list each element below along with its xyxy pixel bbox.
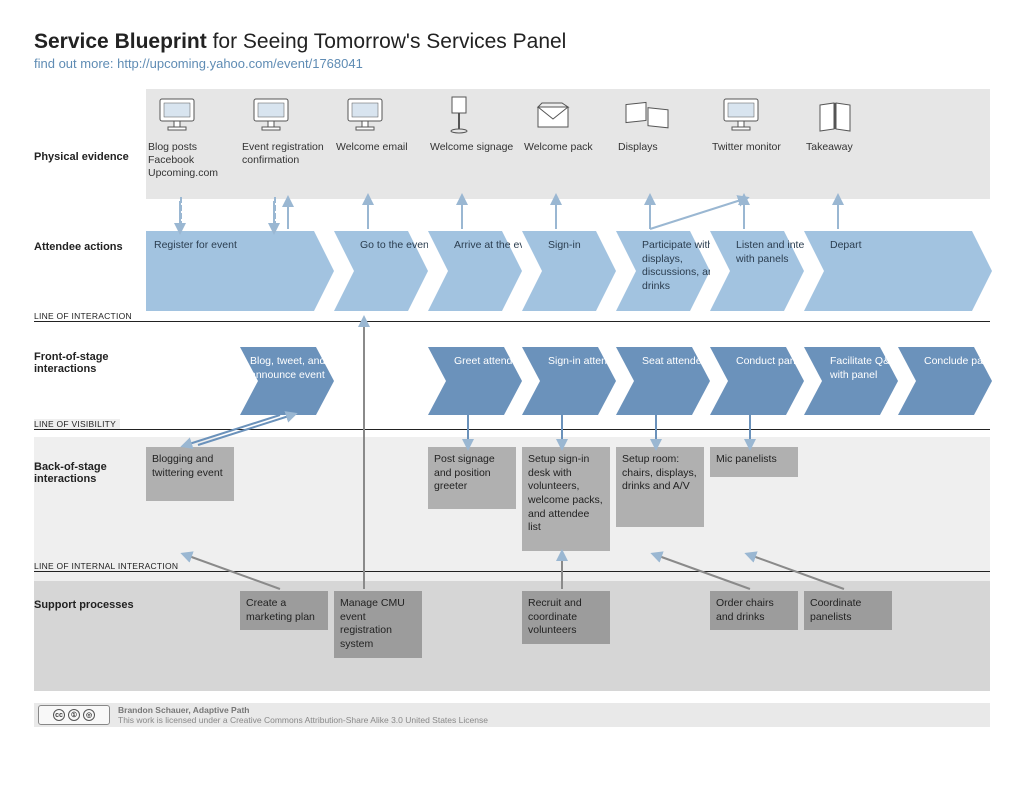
subtitle-link[interactable]: find out more: http://upcoming.yahoo.com… (34, 56, 990, 71)
connector-diag (652, 551, 754, 593)
connector-diag (464, 411, 472, 449)
evidence-5: Displays (616, 95, 710, 195)
evidence-label: Displays (616, 141, 710, 154)
sign-icon (434, 95, 484, 135)
back-box-4: Setup sign-in desk with volunteers, welc… (522, 447, 610, 551)
connector-diag (284, 197, 292, 233)
evidence-0: Blog postsFacebookUpcoming.com (146, 95, 240, 195)
attendee-step-label: Depart (826, 239, 918, 253)
connector-diag (360, 317, 368, 593)
back-box-0: Blogging and twittering event (146, 447, 234, 501)
connector-diag (652, 411, 660, 449)
evidence-3: Welcome signage (428, 95, 522, 195)
connector-diag (364, 195, 372, 233)
connector-diag (746, 411, 754, 449)
evidence-label: Event registration confirmation (240, 141, 334, 167)
attendee-step-label: Register for event (150, 239, 242, 253)
sep-visibility-label: LINE OF VISIBILITY (34, 419, 120, 429)
sep-interaction-label: LINE OF INTERACTION (34, 311, 136, 321)
connector-diag (646, 195, 748, 233)
monitor-icon (340, 95, 390, 135)
support-box-2: Manage CMU event registration system (334, 591, 422, 658)
evidence-label: Blog postsFacebookUpcoming.com (146, 141, 240, 180)
evidence-label: Welcome email (334, 141, 428, 154)
columns-container: Blog postsFacebookUpcoming.com Event reg… (146, 89, 990, 729)
connector-diag (182, 551, 284, 593)
blueprint-diagram: Physical evidence Attendee actions Front… (34, 89, 990, 729)
envelope-icon (528, 95, 578, 135)
connector-diag (194, 411, 296, 449)
back-box-6: Mic panelists (710, 447, 798, 477)
footer-license: This work is licensed under a Creative C… (118, 715, 488, 725)
evidence-label: Welcome signage (428, 141, 522, 154)
support-box-1: Create a marketing plan (240, 591, 328, 630)
front-step-label: Blog, tweet, and announce event (244, 355, 332, 382)
evidence-label: Welcome pack (522, 141, 616, 154)
connector-diag (458, 195, 466, 233)
evidence-label: Twitter monitor (710, 141, 804, 154)
connector-diag (746, 551, 848, 593)
monitor-icon (246, 95, 296, 135)
evidence-7: Takeaway (804, 95, 898, 195)
evidence-6: Twitter monitor (710, 95, 804, 195)
footer: cc①◎ Brandon Schauer, Adaptive Path This… (34, 703, 990, 727)
evidence-1: Event registration confirmation (240, 95, 334, 195)
footer-author: Brandon Schauer, Adaptive Path (118, 705, 249, 715)
lane-label-back: Back-of-stage interactions (34, 461, 140, 485)
page-title: Service Blueprint for Seeing Tomorrow's … (34, 30, 990, 54)
back-box-3: Post signage and position greeter (428, 447, 516, 509)
back-box-5: Setup room: chairs, displays, drinks and… (616, 447, 704, 527)
evidence-4: Welcome pack (522, 95, 616, 195)
lane-label-evidence: Physical evidence (34, 151, 140, 163)
book-icon (810, 95, 860, 135)
monitor-icon (152, 95, 202, 135)
lane-label-attendee: Attendee actions (34, 241, 140, 253)
support-box-4: Recruit and coordinate volunteers (522, 591, 610, 644)
lane-label-support: Support processes (34, 599, 140, 611)
support-box-6: Order chairs and drinks (710, 591, 798, 630)
evidence-label: Takeaway (804, 141, 898, 154)
title-block: Service Blueprint for Seeing Tomorrow's … (34, 30, 990, 71)
connector-diag (558, 411, 566, 449)
evidence-2: Welcome email (334, 95, 428, 195)
lane-label-front: Front-of-stage interactions (34, 351, 140, 375)
connector-diag (552, 195, 560, 233)
displays-icon (622, 95, 672, 135)
connector-diag (558, 551, 566, 593)
front-step-label: Conclude panel (918, 355, 1006, 369)
connector-diag (834, 195, 842, 233)
support-box-7: Coordinate panelists (804, 591, 892, 630)
monitor-icon (716, 95, 766, 135)
cc-badge-icon: cc①◎ (38, 705, 110, 725)
